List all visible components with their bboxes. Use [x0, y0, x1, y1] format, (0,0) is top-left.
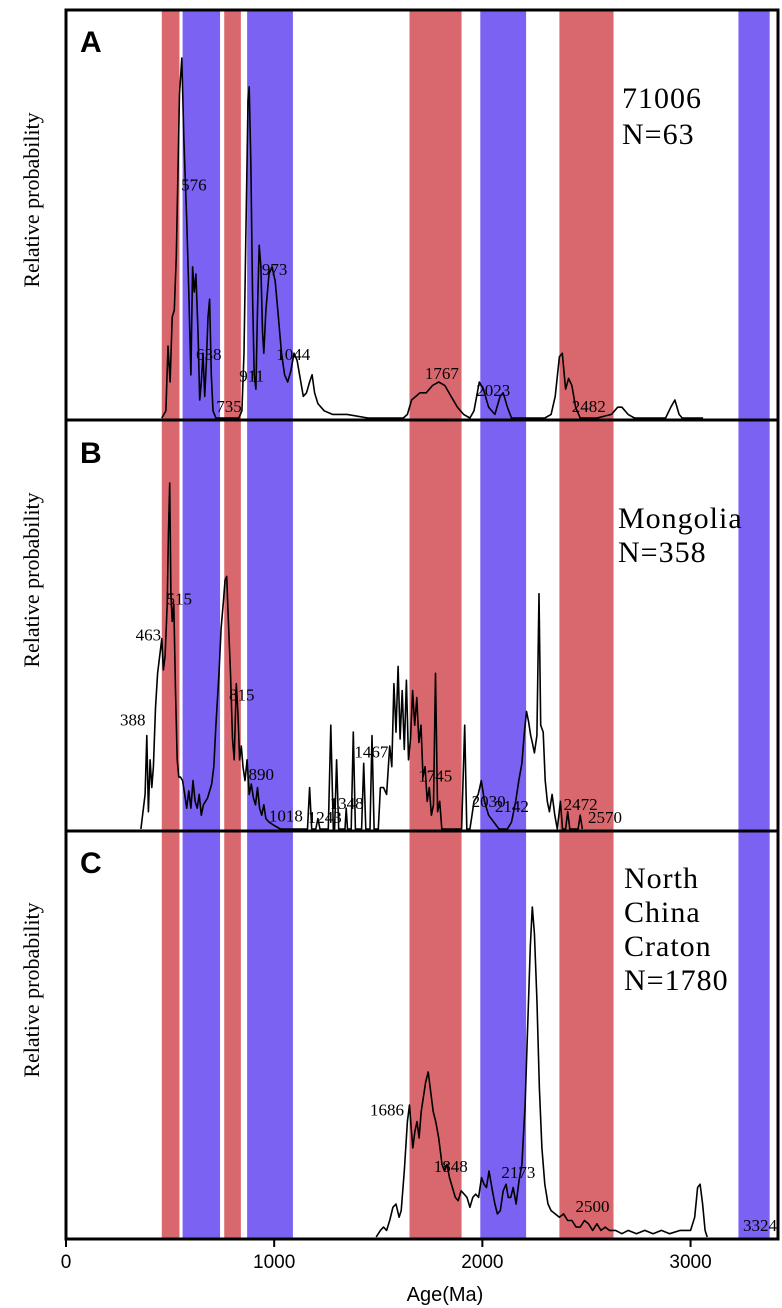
- probability-curves: [140, 57, 708, 1238]
- peak-label-c-3324: 3324: [743, 1216, 778, 1235]
- x-tick-label-2000: 2000: [461, 1252, 503, 1273]
- sample-label-c-line-3: Craton: [624, 930, 712, 963]
- age-band-7: [559, 10, 614, 1239]
- sample-label-b: Mongolia N=358: [618, 502, 743, 569]
- peak-label-c-2500: 2500: [576, 1197, 610, 1216]
- peak-label-a-911: 911: [239, 366, 264, 385]
- peak-label-a-638: 638: [196, 345, 222, 364]
- peak-label-b-1243: 1243: [308, 808, 342, 827]
- sample-label-a-line-1: 71006: [622, 82, 702, 115]
- sample-label-b-line-2: N=358: [618, 536, 707, 569]
- y-axis-label-a: Relative probability: [19, 112, 44, 287]
- peak-label-b-2142: 2142: [495, 797, 529, 816]
- peak-label-b-2570: 2570: [588, 808, 622, 827]
- peak-label-a-1767: 1767: [425, 364, 460, 383]
- peak-label-c-2173: 2173: [501, 1163, 535, 1182]
- x-tick-label-0: 0: [61, 1252, 72, 1273]
- plot-frame: [64, 8, 780, 1241]
- y-axis-label-b: Relative probability: [19, 492, 44, 667]
- sample-label-a-line-2: N=63: [622, 118, 695, 151]
- x-tick-label-1000: 1000: [253, 1252, 295, 1273]
- sample-label-c-line-1: North: [624, 862, 699, 895]
- peak-label-b-2030: 2030: [472, 792, 506, 811]
- peak-label-b-515: 515: [166, 590, 192, 609]
- probability-curve-c: [375, 906, 708, 1238]
- peak-label-c-1686: 1686: [370, 1101, 404, 1120]
- peak-label-b-2472: 2472: [564, 795, 598, 814]
- peak-label-b-1018: 1018: [269, 807, 303, 826]
- age-band-8: [738, 10, 770, 1239]
- peak-label-b-890: 890: [249, 765, 275, 784]
- peak-label-b-1467: 1467: [354, 743, 389, 762]
- sample-label-b-line-1: Mongolia: [618, 502, 743, 535]
- probability-curve-b: [140, 482, 584, 830]
- peak-label-a-576: 576: [181, 175, 207, 194]
- age-band-4: [247, 10, 293, 1239]
- peak-label-b-1745: 1745: [418, 767, 452, 786]
- x-axis-title: Age(Ma): [407, 1284, 484, 1306]
- sample-label-c-line-2: China: [624, 896, 701, 929]
- peak-label-b-388: 388: [120, 711, 146, 730]
- y-axis-label-c: Relative probability: [19, 902, 44, 1077]
- age-bands: [161, 10, 770, 1239]
- peak-label-b-815: 815: [229, 686, 255, 705]
- probability-curve-a: [161, 57, 704, 419]
- peak-label-b-463: 463: [136, 625, 162, 644]
- panel-letter-a: A: [80, 26, 102, 59]
- peak-label-a-735: 735: [216, 397, 242, 416]
- sample-label-a: 71006 N=63: [622, 82, 702, 151]
- peak-labels: 576 638 735 911 973 1044 1767 2023 2482 388 463515…: [120, 175, 777, 1235]
- peak-label-a-1044: 1044: [276, 345, 311, 364]
- peak-label-b-1348: 1348: [330, 794, 364, 813]
- age-band-1: [161, 10, 180, 1239]
- peak-label-c-1848: 1848: [434, 1157, 468, 1176]
- panel-letter-b: B: [80, 437, 102, 470]
- age-band-2: [182, 10, 221, 1239]
- peak-label-a-973: 973: [262, 260, 288, 279]
- age-band-3: [224, 10, 241, 1239]
- age-band-5: [409, 10, 462, 1239]
- sample-label-c-line-4: N=1780: [624, 964, 729, 997]
- x-tick-label-3000: 3000: [669, 1252, 711, 1273]
- peak-label-a-2023: 2023: [476, 381, 510, 400]
- panel-letter-c: C: [80, 847, 102, 880]
- x-axis: 0 1000 2000 3000: [61, 1239, 712, 1273]
- age-band-6: [480, 10, 527, 1239]
- sample-label-c: North China Craton N=1780: [624, 862, 729, 997]
- peak-label-a-2482: 2482: [572, 397, 606, 416]
